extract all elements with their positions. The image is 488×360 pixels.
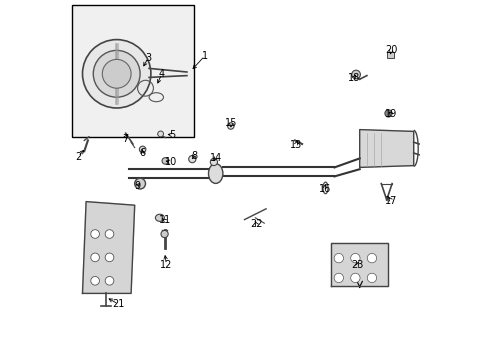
Text: 3: 3 — [145, 53, 151, 63]
Text: 7: 7 — [122, 134, 128, 144]
Text: 20: 20 — [385, 45, 397, 55]
Polygon shape — [330, 243, 387, 286]
Circle shape — [366, 253, 376, 263]
Circle shape — [384, 110, 391, 117]
Text: 5: 5 — [169, 130, 175, 140]
Circle shape — [82, 40, 151, 108]
Polygon shape — [359, 130, 413, 167]
Text: 21: 21 — [112, 299, 124, 309]
Circle shape — [350, 253, 359, 263]
Text: 6: 6 — [139, 148, 145, 158]
Text: 10: 10 — [164, 157, 177, 167]
Polygon shape — [82, 202, 134, 293]
Text: 9: 9 — [134, 181, 140, 191]
Bar — [72, 5, 194, 137]
Circle shape — [91, 230, 99, 238]
Text: 4: 4 — [158, 69, 164, 79]
Circle shape — [93, 50, 140, 97]
Text: 14: 14 — [209, 153, 222, 163]
Text: 12: 12 — [160, 260, 172, 270]
Circle shape — [366, 273, 376, 283]
Circle shape — [105, 230, 114, 238]
Text: 23: 23 — [350, 260, 363, 270]
Circle shape — [91, 253, 99, 262]
Text: 16: 16 — [318, 184, 330, 194]
Text: 2: 2 — [75, 152, 81, 162]
Text: 15: 15 — [224, 118, 237, 128]
Circle shape — [227, 123, 234, 129]
Text: 18: 18 — [347, 73, 359, 83]
Text: 8: 8 — [191, 150, 197, 161]
Ellipse shape — [208, 163, 223, 184]
Circle shape — [162, 158, 168, 164]
Circle shape — [102, 59, 131, 88]
Text: 17: 17 — [385, 196, 397, 206]
Circle shape — [351, 70, 360, 79]
Circle shape — [161, 230, 168, 238]
Circle shape — [139, 146, 145, 153]
Circle shape — [134, 178, 145, 189]
Circle shape — [105, 253, 114, 262]
Text: 11: 11 — [158, 215, 170, 225]
Bar — [386, 52, 393, 58]
Circle shape — [333, 253, 343, 263]
Text: 19: 19 — [385, 109, 397, 120]
Circle shape — [91, 276, 99, 285]
Circle shape — [210, 158, 217, 166]
Circle shape — [188, 156, 196, 163]
Circle shape — [350, 273, 359, 283]
Ellipse shape — [155, 214, 164, 221]
Circle shape — [333, 273, 343, 283]
Circle shape — [105, 276, 114, 285]
Text: 13: 13 — [289, 140, 302, 150]
Text: 1: 1 — [202, 51, 207, 61]
Text: 22: 22 — [250, 219, 262, 229]
Circle shape — [158, 131, 163, 137]
